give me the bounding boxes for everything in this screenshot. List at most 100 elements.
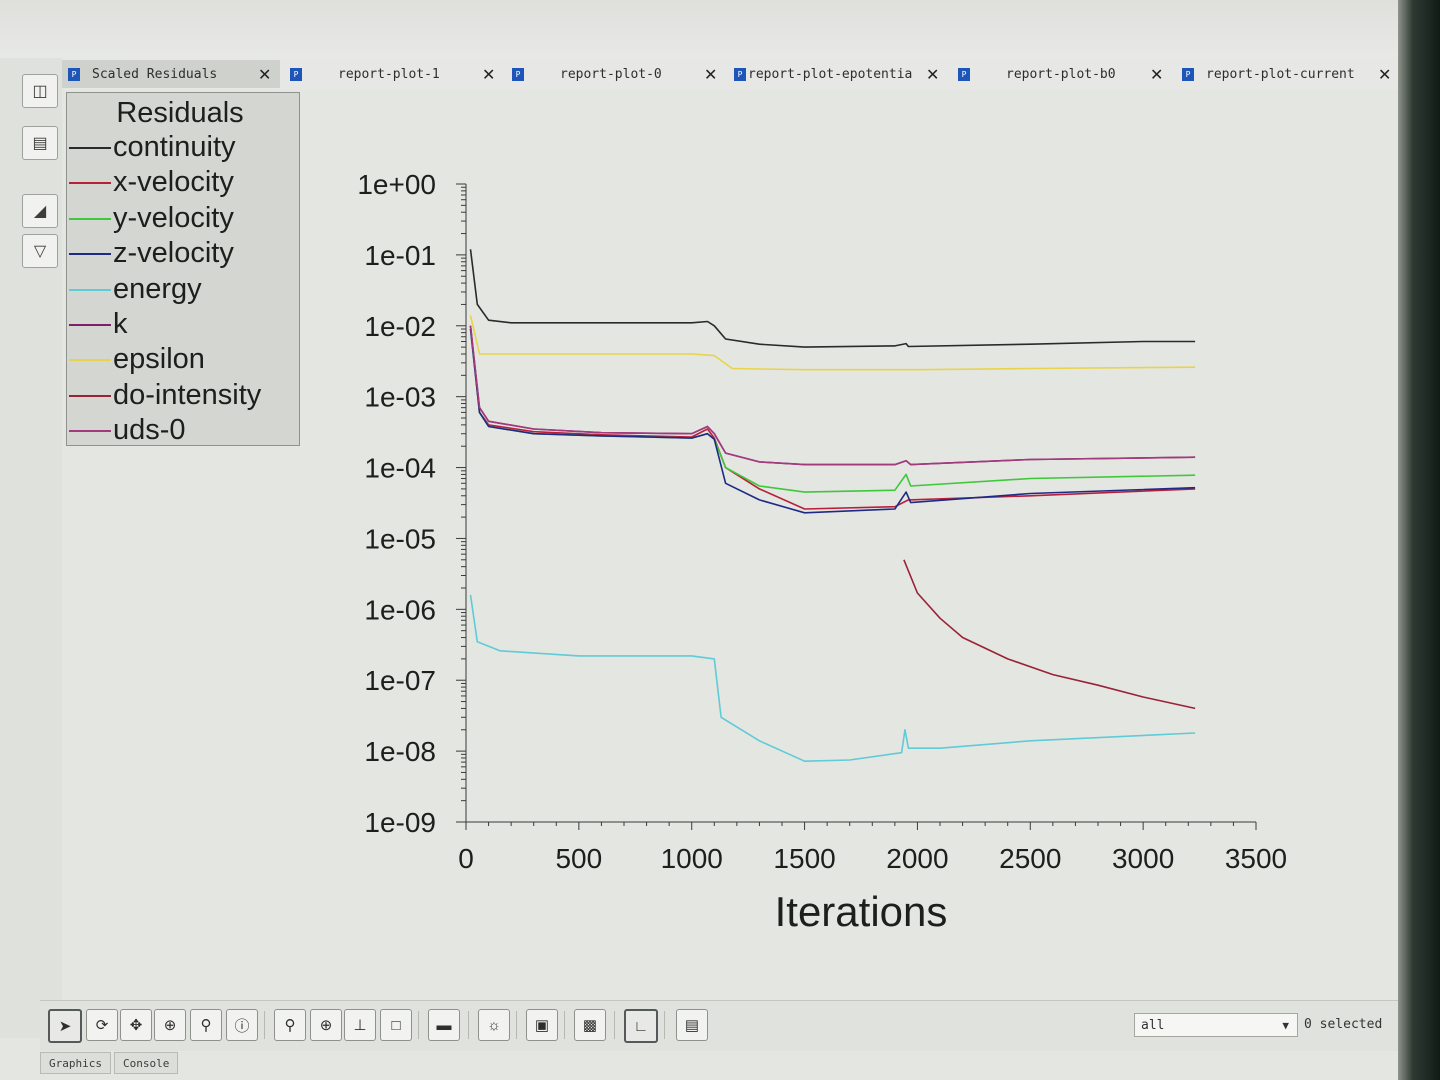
tab-label: report-plot-current bbox=[1206, 66, 1355, 82]
tab-label: report-plot-1 bbox=[338, 66, 440, 82]
y-tick-label: 1e-09 bbox=[364, 807, 436, 838]
selection-count: 0 selected bbox=[1304, 1017, 1383, 1032]
series-line-continuity bbox=[469, 249, 1196, 348]
lights-icon[interactable]: ☼ bbox=[478, 1009, 510, 1041]
tab-label: Scaled Residuals bbox=[92, 66, 218, 82]
legend-swatch bbox=[69, 430, 111, 433]
tab-report-plot-1[interactable]: P report-plot-1 ✕ bbox=[284, 60, 500, 88]
toolbar-separator bbox=[264, 1011, 265, 1039]
monitor-right-bezel bbox=[1398, 0, 1440, 1080]
close-icon[interactable]: ✕ bbox=[482, 64, 496, 84]
report-icon[interactable]: ▤ bbox=[676, 1009, 708, 1041]
application-window: ◫ ▤ ◢ ▽ P Scaled Residuals ✕ P report-pl… bbox=[0, 58, 1398, 1080]
zoom-drag-icon[interactable]: ⊕ bbox=[154, 1009, 186, 1041]
select-pointer-icon[interactable]: ➤ bbox=[48, 1009, 82, 1043]
tab-scaled-residuals[interactable]: P Scaled Residuals ✕ bbox=[62, 60, 280, 88]
xy-plot-icon[interactable]: ∟ bbox=[624, 1009, 658, 1043]
legend-swatch bbox=[69, 253, 111, 256]
y-tick-label: 1e-01 bbox=[364, 240, 436, 271]
view-fit-icon[interactable]: □ bbox=[380, 1009, 412, 1041]
y-tick-label: 1e-06 bbox=[364, 594, 436, 625]
legend-item: continuity bbox=[67, 131, 299, 163]
x-tick-label: 1000 bbox=[661, 843, 723, 874]
y-tick-label: 1e-02 bbox=[364, 311, 436, 342]
close-icon[interactable]: ✕ bbox=[704, 64, 718, 84]
plot-area[interactable]: 1e-09 1e-08 1e-07 1e-06 1e-05 1e-04 1e-03 1e-02… bbox=[62, 90, 1398, 1000]
plot-icon: P bbox=[1182, 67, 1194, 81]
close-icon[interactable]: ✕ bbox=[258, 64, 272, 84]
legend-swatch bbox=[69, 217, 111, 220]
tab-label: report-plot-0 bbox=[560, 66, 662, 82]
legend-label: continuity bbox=[113, 131, 236, 163]
tab-graphics[interactable]: Graphics bbox=[40, 1052, 111, 1074]
rotate-icon[interactable]: ⟳ bbox=[86, 1009, 118, 1041]
outline-view-icon[interactable]: ▤ bbox=[22, 126, 58, 160]
legend-label: z-velocity bbox=[113, 237, 234, 270]
close-icon[interactable]: ✕ bbox=[1378, 64, 1392, 84]
selection-dropdown[interactable]: all ▼ bbox=[1134, 1013, 1298, 1037]
legend-item: x-velocity bbox=[67, 166, 299, 199]
panel-toggle-icon[interactable]: ◫ bbox=[22, 74, 58, 108]
legend: Residuals continuity x-velocity y-velocity… bbox=[66, 92, 300, 446]
info-icon[interactable]: ⓘ bbox=[226, 1009, 258, 1041]
legend-item: y-velocity bbox=[67, 201, 299, 234]
close-icon[interactable]: ✕ bbox=[1150, 64, 1164, 84]
x-tick-label: 2000 bbox=[886, 843, 948, 874]
y-tick-label: 1e-05 bbox=[364, 523, 436, 554]
legend-item: z-velocity bbox=[67, 237, 299, 270]
legend-swatch bbox=[69, 147, 111, 149]
legend-item: uds-0 bbox=[67, 414, 299, 446]
legend-item: epsilon bbox=[67, 343, 299, 376]
cube-view-icon[interactable]: ▣ bbox=[526, 1009, 558, 1041]
axes-icon[interactable]: ⊥ bbox=[344, 1009, 376, 1041]
tab-console[interactable]: Console bbox=[114, 1052, 179, 1074]
x-tick-label: 500 bbox=[555, 843, 602, 874]
toolbar-separator bbox=[468, 1011, 469, 1039]
bottom-tabs: Graphics Console bbox=[40, 1050, 540, 1074]
x-tick-label: 1500 bbox=[773, 843, 835, 874]
y-tick-label: 1e-04 bbox=[364, 453, 436, 484]
zoom-in-icon[interactable]: ⊕ bbox=[310, 1009, 342, 1041]
tab-report-plot-b0[interactable]: P report-plot-b0 ✕ bbox=[952, 60, 1168, 88]
x-tick-label: 2500 bbox=[999, 843, 1061, 874]
tab-report-plot-epotentia[interactable]: P report-plot-epotentia ✕ bbox=[728, 60, 944, 88]
close-icon[interactable]: ✕ bbox=[926, 64, 940, 84]
toolbar-separator bbox=[614, 1011, 615, 1039]
y-tick-label: 1e+00 bbox=[357, 169, 436, 200]
toggle-icon[interactable]: ▬ bbox=[428, 1009, 460, 1041]
filter-icon[interactable]: ▽ bbox=[22, 234, 58, 268]
monitor-top-bezel bbox=[0, 0, 1400, 58]
legend-label: x-velocity bbox=[113, 166, 234, 199]
legend-label: energy bbox=[113, 272, 202, 305]
legend-item: k bbox=[67, 308, 299, 340]
zoom-fit-icon[interactable]: ⚲ bbox=[274, 1009, 306, 1041]
plot-icon: P bbox=[512, 67, 524, 81]
legend-label: y-velocity bbox=[113, 201, 234, 234]
x-tick-label: 3000 bbox=[1112, 843, 1174, 874]
zoom-box-icon[interactable]: ⚲ bbox=[190, 1009, 222, 1041]
y-tick-label: 1e-03 bbox=[364, 382, 436, 413]
plot-icon: P bbox=[734, 67, 746, 81]
series-line-epsilon bbox=[469, 315, 1196, 371]
tab-report-plot-0[interactable]: P report-plot-0 ✕ bbox=[506, 60, 722, 88]
left-toolbar: ◫ ▤ ◢ ▽ bbox=[0, 58, 63, 1038]
x-axis-label: Iterations bbox=[775, 888, 948, 935]
legend-item: do-intensity bbox=[67, 378, 299, 411]
plot-icon: P bbox=[290, 67, 302, 81]
toolbar-separator bbox=[564, 1011, 565, 1039]
legend-swatch bbox=[69, 182, 111, 185]
pan-icon[interactable]: ✥ bbox=[120, 1009, 152, 1041]
series-line-do-intensity bbox=[903, 559, 1196, 710]
x-tick-label: 3500 bbox=[1225, 843, 1287, 874]
box-view-icon[interactable]: ▩ bbox=[574, 1009, 606, 1041]
legend-swatch bbox=[69, 288, 111, 291]
y-tick-label: 1e-08 bbox=[364, 736, 436, 767]
tab-report-plot-current[interactable]: P report-plot-current ✕ bbox=[1176, 60, 1396, 88]
legend-label: epsilon bbox=[113, 343, 205, 376]
toolbar-separator bbox=[418, 1011, 419, 1039]
graphics-view-icon[interactable]: ◢ bbox=[22, 194, 58, 228]
residuals-chart[interactable]: 1e-09 1e-08 1e-07 1e-06 1e-05 1e-04 1e-03 1e-02… bbox=[62, 90, 1398, 1000]
series-line-x-velocity bbox=[469, 325, 1196, 510]
legend-label: do-intensity bbox=[113, 378, 262, 411]
series-line-energy bbox=[469, 594, 1196, 762]
